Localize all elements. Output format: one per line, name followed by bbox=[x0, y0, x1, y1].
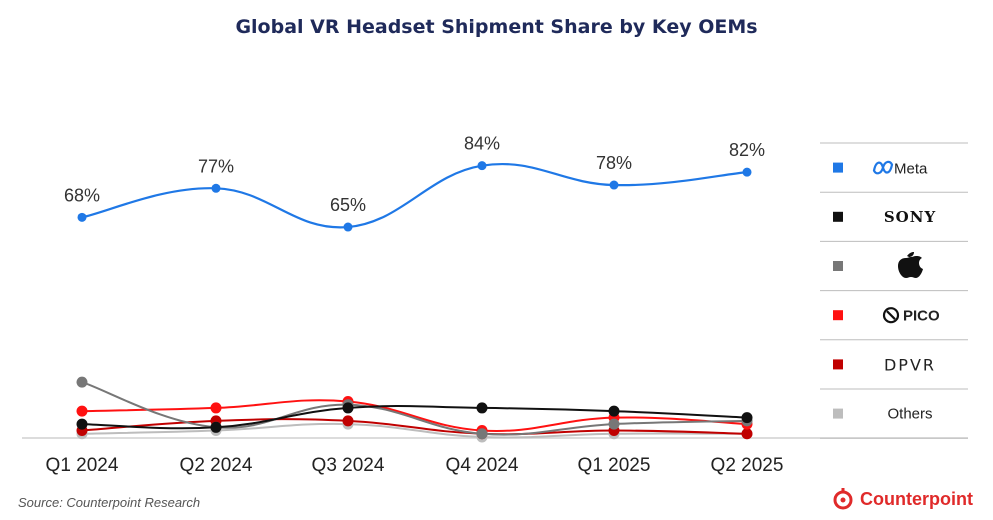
legend-entry-sony: SONY bbox=[884, 208, 936, 226]
data-point-meta bbox=[343, 222, 353, 232]
data-point-apple bbox=[476, 428, 488, 440]
data-point-meta bbox=[742, 167, 752, 177]
data-label: 82% bbox=[729, 140, 765, 160]
legend-label-dpvr: DPVR bbox=[884, 355, 936, 374]
data-point-sony bbox=[741, 412, 753, 424]
series-line-sony bbox=[81, 405, 748, 430]
legend-label-pico: PICO bbox=[903, 308, 940, 325]
legend-swatch-pico bbox=[833, 310, 843, 321]
apple-logo-icon bbox=[898, 252, 923, 278]
brand-logo: Counterpoint bbox=[832, 488, 973, 510]
data-label: 77% bbox=[198, 156, 234, 176]
brand-name: Counterpoint bbox=[860, 488, 973, 509]
legend-swatch-dpvr bbox=[833, 359, 843, 370]
data-point-dpvr bbox=[342, 415, 354, 427]
data-point-meta bbox=[211, 183, 221, 193]
data-point-sony bbox=[342, 402, 354, 414]
data-point-sony bbox=[210, 421, 222, 433]
legend-entry-others: Others bbox=[887, 406, 932, 423]
data-label: 65% bbox=[330, 195, 366, 215]
x-tick-label: Q1 2025 bbox=[578, 455, 651, 476]
series-layer: 68% 77% 65% 84% 78% 82% bbox=[64, 134, 765, 443]
legend-swatch-sony bbox=[833, 211, 843, 222]
data-point-sony bbox=[76, 418, 88, 430]
data-label: 84% bbox=[464, 134, 500, 154]
data-point-apple bbox=[608, 418, 620, 430]
meta-logo-icon bbox=[872, 160, 894, 175]
data-point-meta bbox=[477, 161, 487, 171]
series-line-pico bbox=[81, 399, 748, 432]
data-point-pico bbox=[76, 405, 88, 417]
counterpoint-logo-icon bbox=[833, 488, 853, 510]
x-tick-label: Q1 2024 bbox=[46, 455, 119, 476]
legend-swatch-meta bbox=[833, 162, 843, 173]
data-point-sony bbox=[476, 402, 488, 414]
pico-logo-slash bbox=[886, 310, 896, 320]
data-label: 78% bbox=[596, 153, 632, 173]
series-line-others bbox=[81, 422, 748, 439]
data-point-meta bbox=[609, 180, 619, 190]
legend-entry-dpvr: DPVR bbox=[884, 355, 936, 374]
legend-swatch-apple bbox=[833, 261, 843, 271]
data-point-apple bbox=[76, 376, 88, 388]
series-line-dpvr bbox=[81, 418, 748, 436]
data-point-dpvr bbox=[741, 428, 753, 440]
data-point-meta bbox=[77, 212, 87, 222]
x-tick-label: Q2 2024 bbox=[180, 455, 253, 476]
legend: Meta SONY PICO DPVR Others bbox=[820, 142, 968, 439]
series-line-meta bbox=[81, 163, 748, 229]
legend-entry-meta: Meta bbox=[872, 160, 928, 178]
x-tick-label: Q4 2024 bbox=[446, 455, 519, 476]
x-tick-label: Q2 2025 bbox=[711, 455, 784, 476]
legend-entry-pico: PICO bbox=[882, 307, 940, 325]
pico-logo-icon bbox=[882, 307, 900, 324]
legend-entry-apple bbox=[898, 252, 923, 278]
source-note: Source: Counterpoint Research bbox=[18, 495, 201, 510]
legend-swatch-others bbox=[833, 408, 843, 419]
data-point-pico bbox=[210, 402, 222, 414]
chart-title: Global VR Headset Shipment Share by Key … bbox=[235, 16, 758, 38]
x-tick-labels: Q1 2024 Q2 2024 Q3 2024 Q4 2024 Q1 2025 Q2 20… bbox=[46, 455, 784, 476]
x-tick-label: Q3 2024 bbox=[312, 455, 385, 476]
legend-label-sony: SONY bbox=[884, 208, 936, 226]
series-line-apple bbox=[81, 381, 748, 436]
data-label: 68% bbox=[64, 185, 100, 205]
legend-label-meta: Meta bbox=[894, 161, 928, 178]
data-point-sony bbox=[608, 405, 620, 417]
legend-label-others: Others bbox=[887, 406, 932, 423]
